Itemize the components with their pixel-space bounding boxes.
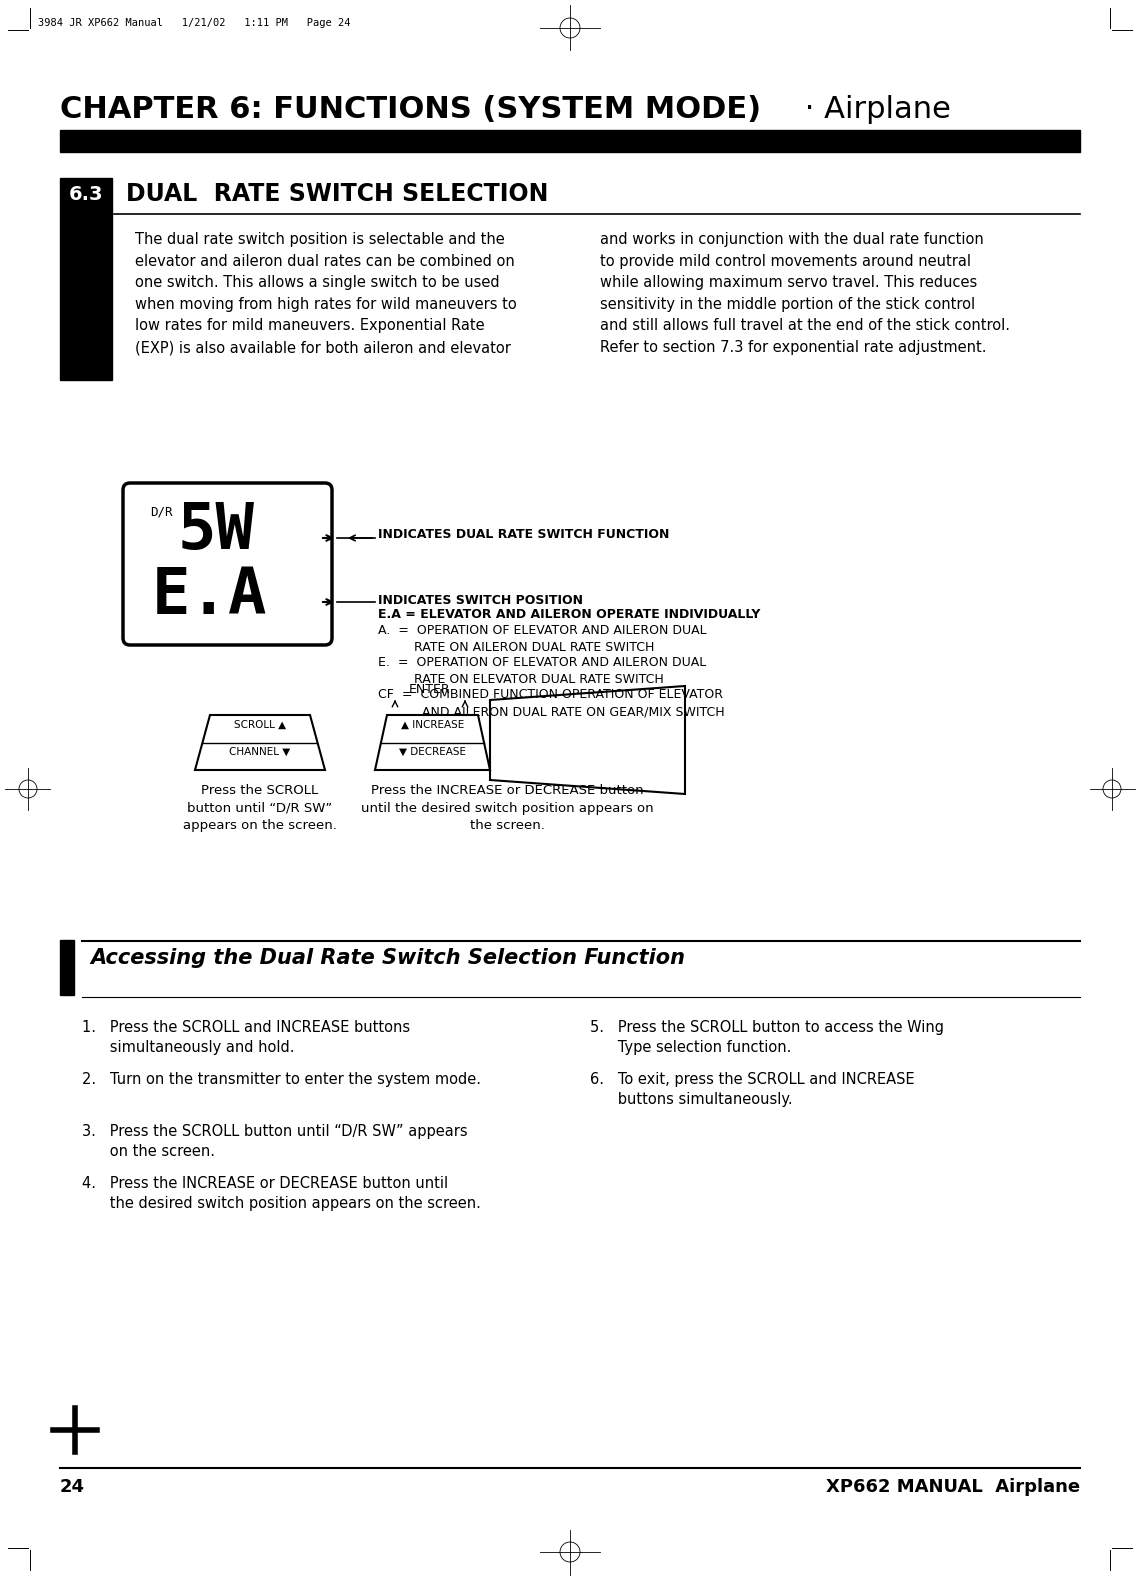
Text: 3984 JR XP662 Manual   1/21/02   1:11 PM   Page 24: 3984 JR XP662 Manual 1/21/02 1:11 PM Pag… [38, 17, 350, 28]
Text: and works in conjunction with the dual rate function
to provide mild control mov: and works in conjunction with the dual r… [600, 232, 1010, 355]
Bar [60, 940, 74, 996]
Text: XP662 MANUAL  Airplane: XP662 MANUAL Airplane [825, 1479, 1080, 1496]
Text: 4.   Press the INCREASE or DECREASE button until
      the desired switch positi: 4. Press the INCREASE or DECREASE button… [82, 1176, 481, 1212]
Text: DUAL  RATE SWITCH SELECTION: DUAL RATE SWITCH SELECTION [127, 181, 548, 207]
Text: INDICATES DUAL RATE SWITCH FUNCTION: INDICATES DUAL RATE SWITCH FUNCTION [378, 527, 669, 541]
Text: E.  =  OPERATION OF ELEVATOR AND AILERON DUAL
         RATE ON ELEVATOR DUAL RAT: E. = OPERATION OF ELEVATOR AND AILERON D… [378, 656, 707, 686]
Text: 3.   Press the SCROLL button until “D/R SW” appears
      on the screen.: 3. Press the SCROLL button until “D/R SW… [82, 1124, 467, 1160]
Text: SCROLL ▲: SCROLL ▲ [234, 720, 286, 731]
Text: 5.   Press the SCROLL button to access the Wing
      Type selection function.: 5. Press the SCROLL button to access the… [591, 1019, 944, 1056]
Text: · Airplane: · Airplane [795, 95, 951, 125]
Bar [60, 178, 112, 210]
Text: 6.   To exit, press the SCROLL and INCREASE
      buttons simultaneously.: 6. To exit, press the SCROLL and INCREAS… [591, 1071, 914, 1108]
Text: Press the INCREASE or DECREASE button
until the desired switch position appears : Press the INCREASE or DECREASE button un… [361, 784, 654, 832]
Text: 6.3: 6.3 [68, 185, 104, 204]
Text: Accessing the Dual Rate Switch Selection Function: Accessing the Dual Rate Switch Selection… [90, 948, 685, 967]
Text: 5W: 5W [178, 500, 255, 562]
Text: 1.   Press the SCROLL and INCREASE buttons
      simultaneously and hold.: 1. Press the SCROLL and INCREASE buttons… [82, 1019, 410, 1056]
Text: 2.   Turn on the transmitter to enter the system mode.: 2. Turn on the transmitter to enter the … [82, 1071, 481, 1087]
Text: E.A = ELEVATOR AND AILERON OPERATE INDIVIDUALLY: E.A = ELEVATOR AND AILERON OPERATE INDIV… [378, 608, 760, 622]
Bar [60, 129, 1080, 151]
Text: 24: 24 [60, 1479, 86, 1496]
Text: D/R: D/R [150, 505, 172, 518]
Text: CF  =  COMBINED FUNCTION OPERATION OF ELEVATOR
           AND AILERON DUAL RATE : CF = COMBINED FUNCTION OPERATION OF ELEV… [378, 688, 725, 718]
Text: CHAPTER 6: FUNCTIONS (SYSTEM MODE): CHAPTER 6: FUNCTIONS (SYSTEM MODE) [60, 95, 762, 125]
Text: The dual rate switch position is selectable and the
elevator and aileron dual ra: The dual rate switch position is selecta… [135, 232, 516, 355]
Text: Press the SCROLL
button until “D/R SW”
appears on the screen.: Press the SCROLL button until “D/R SW” a… [184, 784, 337, 832]
Text: INDICATES SWITCH POSITION: INDICATES SWITCH POSITION [378, 593, 583, 608]
Text: CHANNEL ▼: CHANNEL ▼ [229, 746, 291, 756]
Text: A.  =  OPERATION OF ELEVATOR AND AILERON DUAL
         RATE ON AILERON DUAL RATE: A. = OPERATION OF ELEVATOR AND AILERON D… [378, 623, 707, 653]
FancyBboxPatch shape [123, 483, 332, 645]
Text: ▲ INCREASE: ▲ INCREASE [401, 720, 464, 731]
Text: E.A: E.A [152, 565, 268, 626]
Bar [60, 210, 112, 380]
Text: ▼ DECREASE: ▼ DECREASE [399, 746, 466, 756]
Text: ENTER: ENTER [409, 683, 450, 696]
